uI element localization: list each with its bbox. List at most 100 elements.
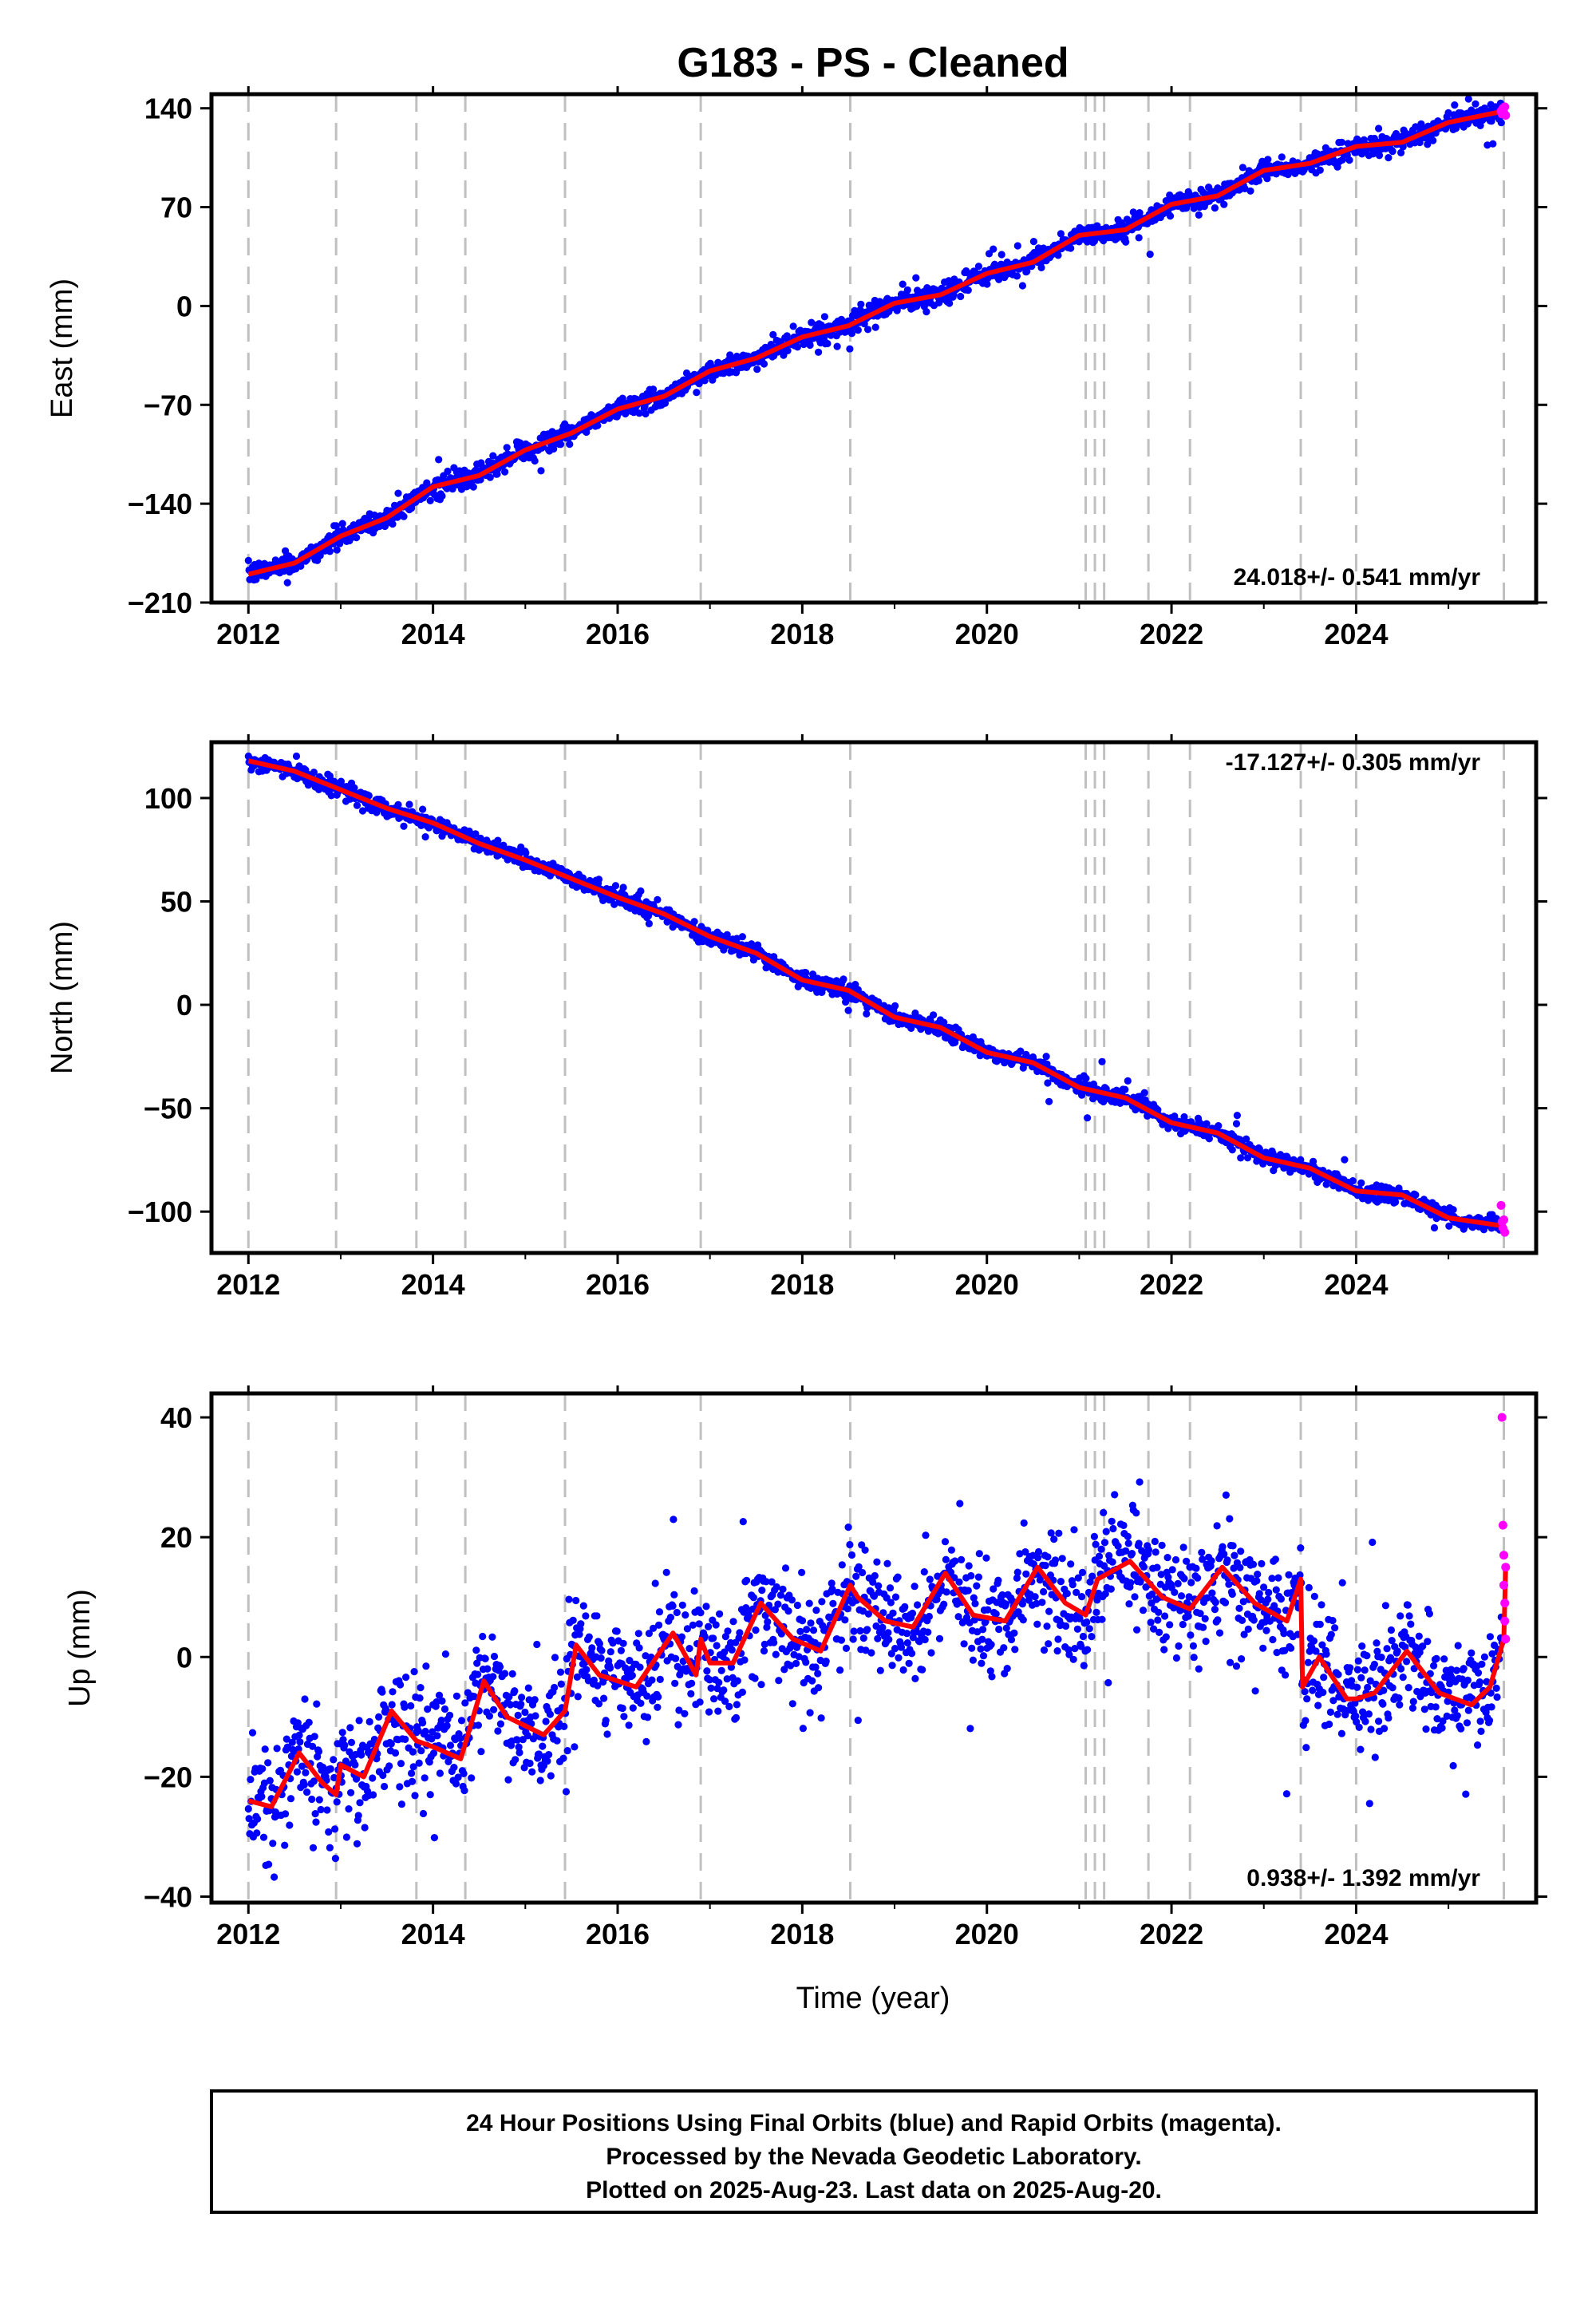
data-point <box>903 1639 911 1647</box>
chart-title: G183 - PS - Cleaned <box>677 40 1069 86</box>
data-point <box>1412 1191 1420 1199</box>
data-point <box>1349 1177 1357 1185</box>
data-point <box>1166 212 1175 220</box>
data-point <box>489 452 497 460</box>
data-point <box>303 1788 311 1796</box>
rapid-orbit-point <box>1500 1227 1510 1237</box>
data-point <box>960 1640 968 1648</box>
data-point <box>346 1724 354 1732</box>
data-point <box>690 1587 698 1595</box>
data-point <box>685 1645 693 1653</box>
data-point <box>1284 171 1292 179</box>
data-point <box>598 1646 606 1654</box>
data-point <box>736 1629 744 1637</box>
data-point <box>440 1705 449 1713</box>
data-point <box>974 1628 982 1636</box>
data-point <box>595 875 603 883</box>
data-point <box>339 1736 347 1744</box>
data-point <box>644 1713 652 1721</box>
data-point <box>687 1690 695 1697</box>
data-point <box>883 1594 891 1602</box>
data-point <box>452 1692 461 1700</box>
rapid-orbit-point <box>1501 111 1511 120</box>
data-point <box>1016 1550 1024 1558</box>
data-point <box>1098 1057 1106 1065</box>
data-point <box>556 441 565 449</box>
data-point <box>572 1596 580 1605</box>
data-point <box>706 359 714 367</box>
data-point <box>670 1591 678 1599</box>
data-point <box>424 1705 432 1713</box>
data-point <box>1238 164 1246 172</box>
data-point <box>1228 1146 1236 1154</box>
data-point <box>397 1800 405 1808</box>
data-point <box>1375 152 1384 160</box>
data-point <box>714 1707 722 1715</box>
rapid-orbit-point <box>1500 102 1510 112</box>
data-point <box>477 1748 485 1756</box>
data-point <box>655 1621 663 1629</box>
data-point <box>757 1681 765 1689</box>
data-point <box>798 1568 806 1576</box>
data-point <box>979 1626 987 1634</box>
data-point <box>903 286 911 294</box>
data-point <box>361 1824 369 1832</box>
data-point <box>998 1591 1006 1599</box>
data-point <box>1195 211 1203 219</box>
data-point <box>984 1606 992 1614</box>
data-point <box>446 1741 455 1749</box>
data-point <box>244 556 252 565</box>
data-point <box>635 409 643 417</box>
data-point <box>891 1593 900 1601</box>
data-point <box>793 343 802 351</box>
data-point <box>271 1873 279 1881</box>
data-point <box>490 1652 499 1661</box>
data-point <box>264 1759 272 1767</box>
data-point <box>1057 230 1065 238</box>
data-point <box>743 1576 751 1584</box>
y-axis-label: North (mm) <box>45 921 79 1074</box>
data-point <box>1341 1156 1349 1164</box>
data-point <box>1220 200 1228 208</box>
data-point <box>1122 238 1130 246</box>
data-point <box>454 1773 462 1781</box>
data-point <box>562 1788 571 1796</box>
data-point <box>709 1634 717 1642</box>
data-point <box>824 339 832 348</box>
data-point <box>914 1601 922 1609</box>
data-point <box>923 284 931 292</box>
data-point <box>407 1769 416 1777</box>
data-point <box>678 1601 686 1609</box>
data-point <box>1278 153 1286 161</box>
data-point <box>1070 1526 1078 1534</box>
data-point <box>1020 1519 1028 1527</box>
data-point <box>356 1799 364 1807</box>
data-point <box>1263 175 1271 183</box>
data-point <box>613 1627 621 1635</box>
data-point <box>958 1555 966 1563</box>
data-point <box>602 1717 610 1725</box>
data-point <box>710 1695 718 1703</box>
data-point <box>408 1777 417 1785</box>
data-point <box>292 752 301 761</box>
x-tick-label: 2016 <box>586 1268 650 1301</box>
data-point <box>488 1633 496 1641</box>
data-point <box>546 1710 555 1718</box>
data-point <box>951 1557 959 1565</box>
data-point <box>353 534 361 542</box>
data-point <box>1045 1640 1053 1648</box>
data-point <box>829 1599 837 1607</box>
data-point <box>697 1609 705 1617</box>
data-point <box>717 1666 725 1674</box>
y-tick-label: −210 <box>128 587 192 619</box>
data-point <box>1397 148 1405 156</box>
data-point <box>707 1684 715 1692</box>
data-point <box>1430 1223 1439 1232</box>
data-point <box>954 1613 962 1621</box>
data-point <box>435 456 443 464</box>
data-point <box>957 292 965 301</box>
data-point <box>500 841 508 849</box>
data-point <box>273 1745 281 1753</box>
data-point <box>1146 251 1154 259</box>
data-point <box>400 822 408 830</box>
